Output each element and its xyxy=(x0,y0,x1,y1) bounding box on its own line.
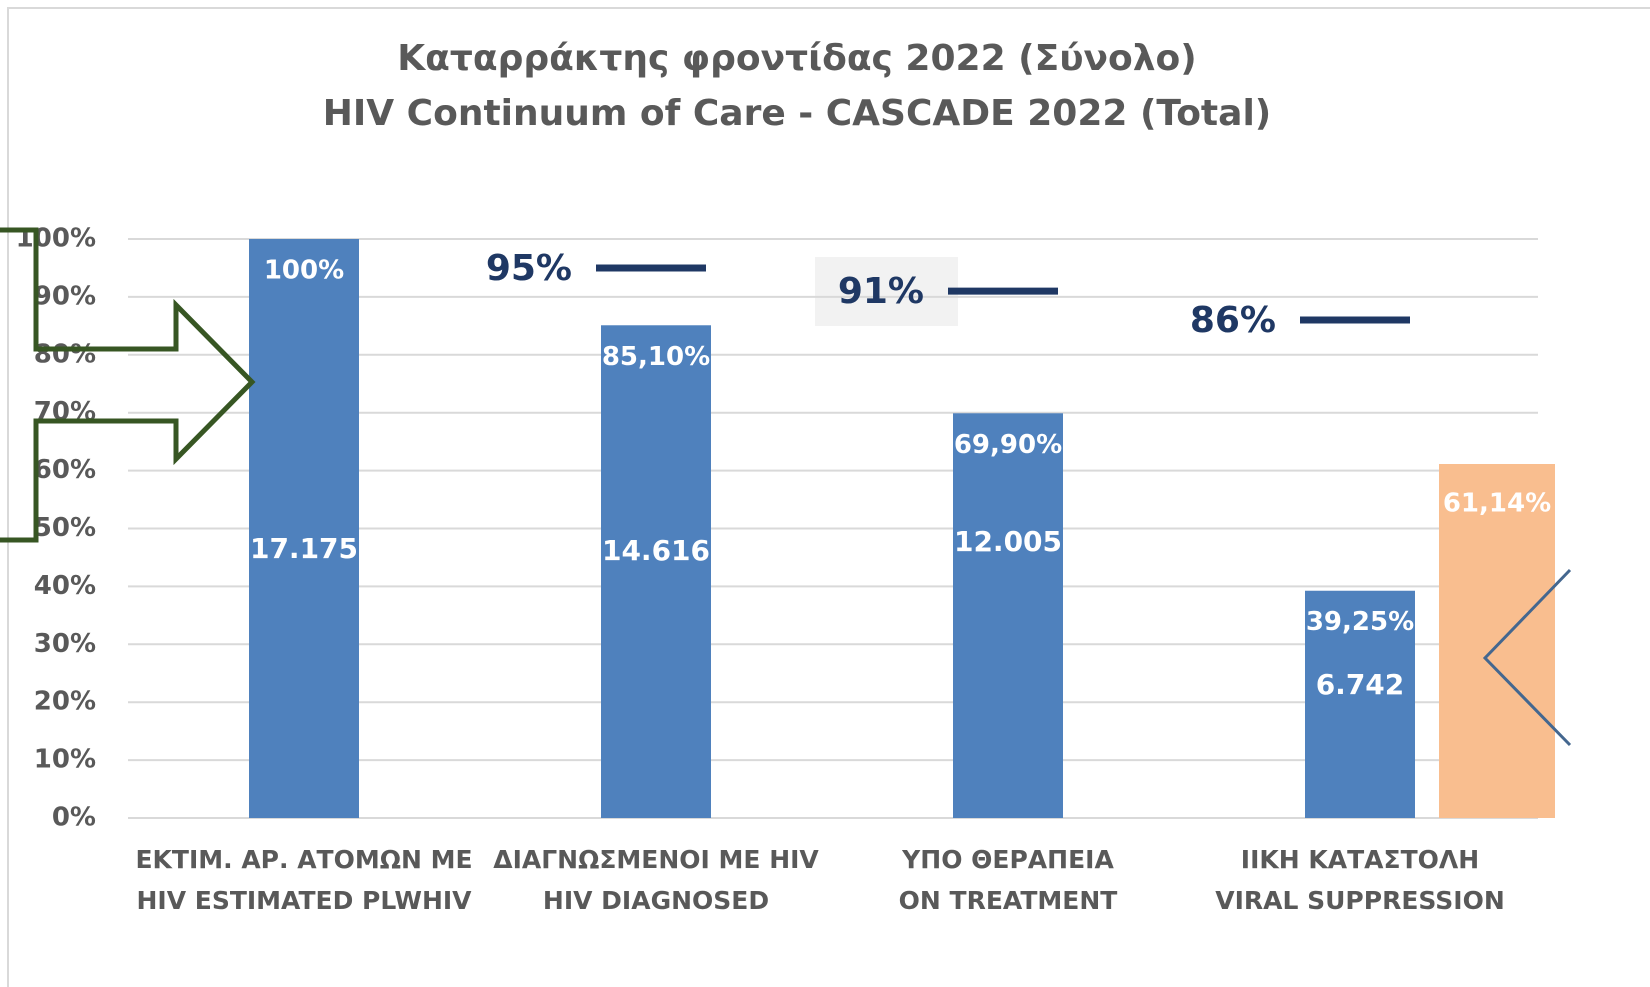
y-tick-label: 60% xyxy=(34,455,96,485)
value-label: 69,90% xyxy=(954,430,1062,460)
bar xyxy=(1305,590,1415,818)
x-tick-label: ON TREATMENT xyxy=(899,886,1118,915)
arrow-decoration xyxy=(0,227,256,543)
target-label: 86% xyxy=(1190,300,1276,341)
y-tick-label: 30% xyxy=(34,629,96,659)
value-label: 100% xyxy=(264,256,344,286)
count-label: 17.175 xyxy=(250,532,358,565)
target-label-box xyxy=(815,257,958,326)
x-tick-label: ΔΙΑΓΝΩΣΜΕΝΟΙ ΜΕ HIV xyxy=(493,845,819,874)
x-tick-label: ΕΚΤΙΜ. ΑΡ. ΑΤΟΜΩΝ ΜΕ xyxy=(135,845,472,874)
bar xyxy=(249,239,359,818)
y-tick-label: 80% xyxy=(34,339,96,369)
value-label: 61,14% xyxy=(1443,488,1551,518)
value-label: 39,25% xyxy=(1306,607,1414,637)
y-tick-label: 20% xyxy=(34,687,96,717)
x-tick-label: HIV DIAGNOSED xyxy=(543,886,769,915)
plot: 0%10%20%30%40%50%60%70%80%90%100%100%85,… xyxy=(16,224,1555,915)
count-label: 6.742 xyxy=(1316,668,1405,701)
bar xyxy=(1439,463,1555,818)
x-tick-label: VIRAL SUPPRESSION xyxy=(1215,886,1505,915)
y-tick-label: 0% xyxy=(52,803,96,833)
value-label: 85,10% xyxy=(602,342,710,372)
y-tick-label: 40% xyxy=(34,571,96,601)
y-tick-label: 10% xyxy=(34,745,96,775)
chevron-decoration xyxy=(1482,568,1572,747)
count-label: 12.005 xyxy=(954,525,1062,558)
x-tick-label: ΥΠΟ ΘΕΡΑΠΕΙΑ xyxy=(901,845,1114,874)
target-label: 91% xyxy=(838,271,924,312)
chart-title: HIV Continuum of Care - CASCADE 2022 (To… xyxy=(323,93,1271,134)
y-tick-label: 90% xyxy=(34,281,96,311)
bar xyxy=(601,325,711,818)
chart-title: Καταρράκτης φροντίδας 2022 (Σύνολο) xyxy=(397,38,1197,79)
x-tick-label: HIV ESTIMATED PLWHIV xyxy=(136,886,472,915)
x-tick-label: ΙΙΚΗ ΚΑΤΑΣΤΟΛΗ xyxy=(1241,845,1479,874)
target-label: 95% xyxy=(486,248,572,289)
bar xyxy=(953,413,1063,818)
y-tick-label: 50% xyxy=(34,513,96,543)
count-label: 14.616 xyxy=(602,534,710,567)
